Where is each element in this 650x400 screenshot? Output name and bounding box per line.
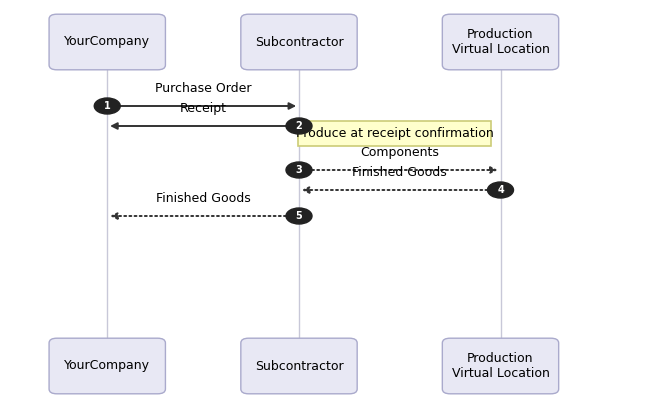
Circle shape <box>286 162 312 178</box>
Circle shape <box>94 98 120 114</box>
Circle shape <box>286 118 312 134</box>
FancyBboxPatch shape <box>240 14 358 70</box>
Text: Receipt: Receipt <box>179 102 227 115</box>
Text: Subcontractor: Subcontractor <box>255 360 343 372</box>
Text: Finished Goods: Finished Goods <box>352 166 447 179</box>
Circle shape <box>286 208 312 224</box>
Text: Components: Components <box>360 146 439 159</box>
Circle shape <box>488 182 514 198</box>
FancyBboxPatch shape <box>298 121 491 146</box>
Text: Purchase Order: Purchase Order <box>155 82 252 95</box>
Text: Production
Virtual Location: Production Virtual Location <box>452 352 549 380</box>
Text: YourCompany: YourCompany <box>64 360 150 372</box>
FancyBboxPatch shape <box>240 338 358 394</box>
Text: Production
Virtual Location: Production Virtual Location <box>452 28 549 56</box>
Text: 4: 4 <box>497 185 504 195</box>
FancyBboxPatch shape <box>49 338 165 394</box>
FancyBboxPatch shape <box>49 14 165 70</box>
FancyBboxPatch shape <box>442 338 558 394</box>
FancyBboxPatch shape <box>442 14 558 70</box>
Text: Finished Goods: Finished Goods <box>156 192 250 205</box>
Text: 2: 2 <box>296 121 302 131</box>
Text: YourCompany: YourCompany <box>64 36 150 48</box>
Text: 1: 1 <box>104 101 110 111</box>
Text: Subcontractor: Subcontractor <box>255 36 343 48</box>
Text: 5: 5 <box>296 211 302 221</box>
Text: 3: 3 <box>296 165 302 175</box>
Text: Produce at receipt confirmation: Produce at receipt confirmation <box>296 127 493 140</box>
